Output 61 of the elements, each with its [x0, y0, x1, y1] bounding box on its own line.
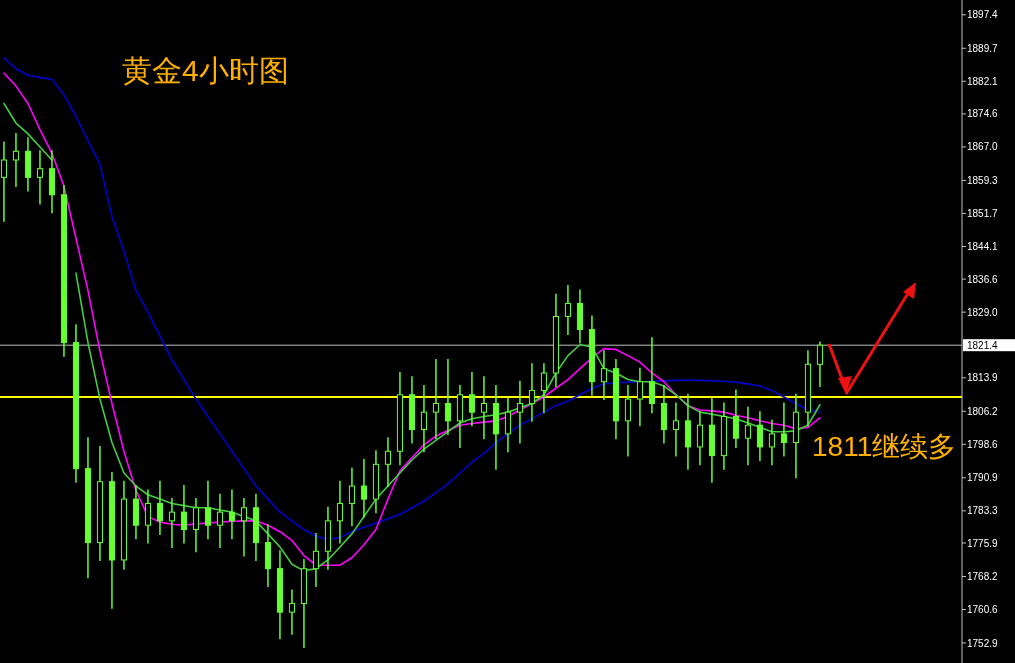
candlestick [192, 497, 199, 554]
candlestick [648, 336, 655, 414]
candlestick [360, 458, 367, 519]
candlestick [384, 436, 391, 488]
candlestick [180, 484, 187, 545]
candlestick [600, 349, 607, 401]
candlestick [204, 479, 211, 540]
y-tick-label: 1783.3 [967, 505, 999, 517]
y-tick-label: 1836.6 [967, 273, 999, 285]
candlestick [504, 397, 511, 454]
y-tick-label: 1752.9 [967, 637, 999, 649]
annotation: 1811继续多 [812, 431, 957, 462]
candlestick [348, 466, 355, 527]
y-tick-label: 1859.3 [967, 174, 999, 186]
y-tick-label: 1760.6 [967, 604, 999, 616]
candlestick [516, 379, 523, 445]
candlestick [768, 419, 775, 467]
y-tick-label: 1874.6 [967, 108, 999, 120]
candlestick [780, 401, 787, 458]
candlestick [672, 401, 679, 458]
y-tick-label: 1882.1 [967, 75, 999, 87]
y-tick-label: 1829.0 [967, 306, 999, 318]
candlestick [816, 340, 823, 388]
candlestick [540, 362, 547, 414]
candlestick [636, 366, 643, 427]
y-tick-label: 1798.6 [967, 438, 999, 450]
candlestick [420, 384, 427, 454]
candlestick [288, 588, 295, 636]
y-tick-label: 1775.9 [967, 537, 999, 549]
candlestick [144, 488, 151, 545]
y-tick-label: 1790.9 [967, 472, 999, 484]
y-tick-label: 1851.7 [967, 207, 999, 219]
y-tick-label: 1813.9 [967, 372, 999, 384]
candlestick [228, 488, 235, 540]
candlestick [12, 132, 19, 188]
text: 黄金4小时图 [122, 54, 289, 87]
candlestick [744, 406, 751, 467]
candlestick [312, 532, 319, 588]
ref-line-label: 1821.4 [967, 339, 999, 351]
candlestick [216, 493, 223, 549]
y-tick-label: 1768.2 [967, 570, 999, 582]
candlestick [240, 497, 247, 558]
candlestick [432, 358, 439, 440]
candlestick [480, 375, 487, 440]
y-tick-label: 1897.4 [967, 9, 999, 21]
y-tick-label: 1867.0 [967, 141, 999, 153]
y-tick-label: 1806.2 [967, 405, 999, 417]
candlestick [624, 384, 631, 458]
candlestick [756, 410, 763, 462]
y-tick-label: 1889.7 [967, 42, 999, 54]
candlestick [528, 362, 535, 423]
y-tick-label: 1844.1 [967, 241, 999, 253]
candlestick [468, 371, 475, 427]
candlestick [564, 284, 571, 336]
candlestick [444, 358, 451, 436]
candlestick [336, 479, 343, 545]
candlestick [696, 410, 703, 467]
candlestick [732, 388, 739, 449]
candlestick [156, 479, 163, 536]
candlestick [168, 497, 175, 549]
candlestick [36, 149, 43, 206]
